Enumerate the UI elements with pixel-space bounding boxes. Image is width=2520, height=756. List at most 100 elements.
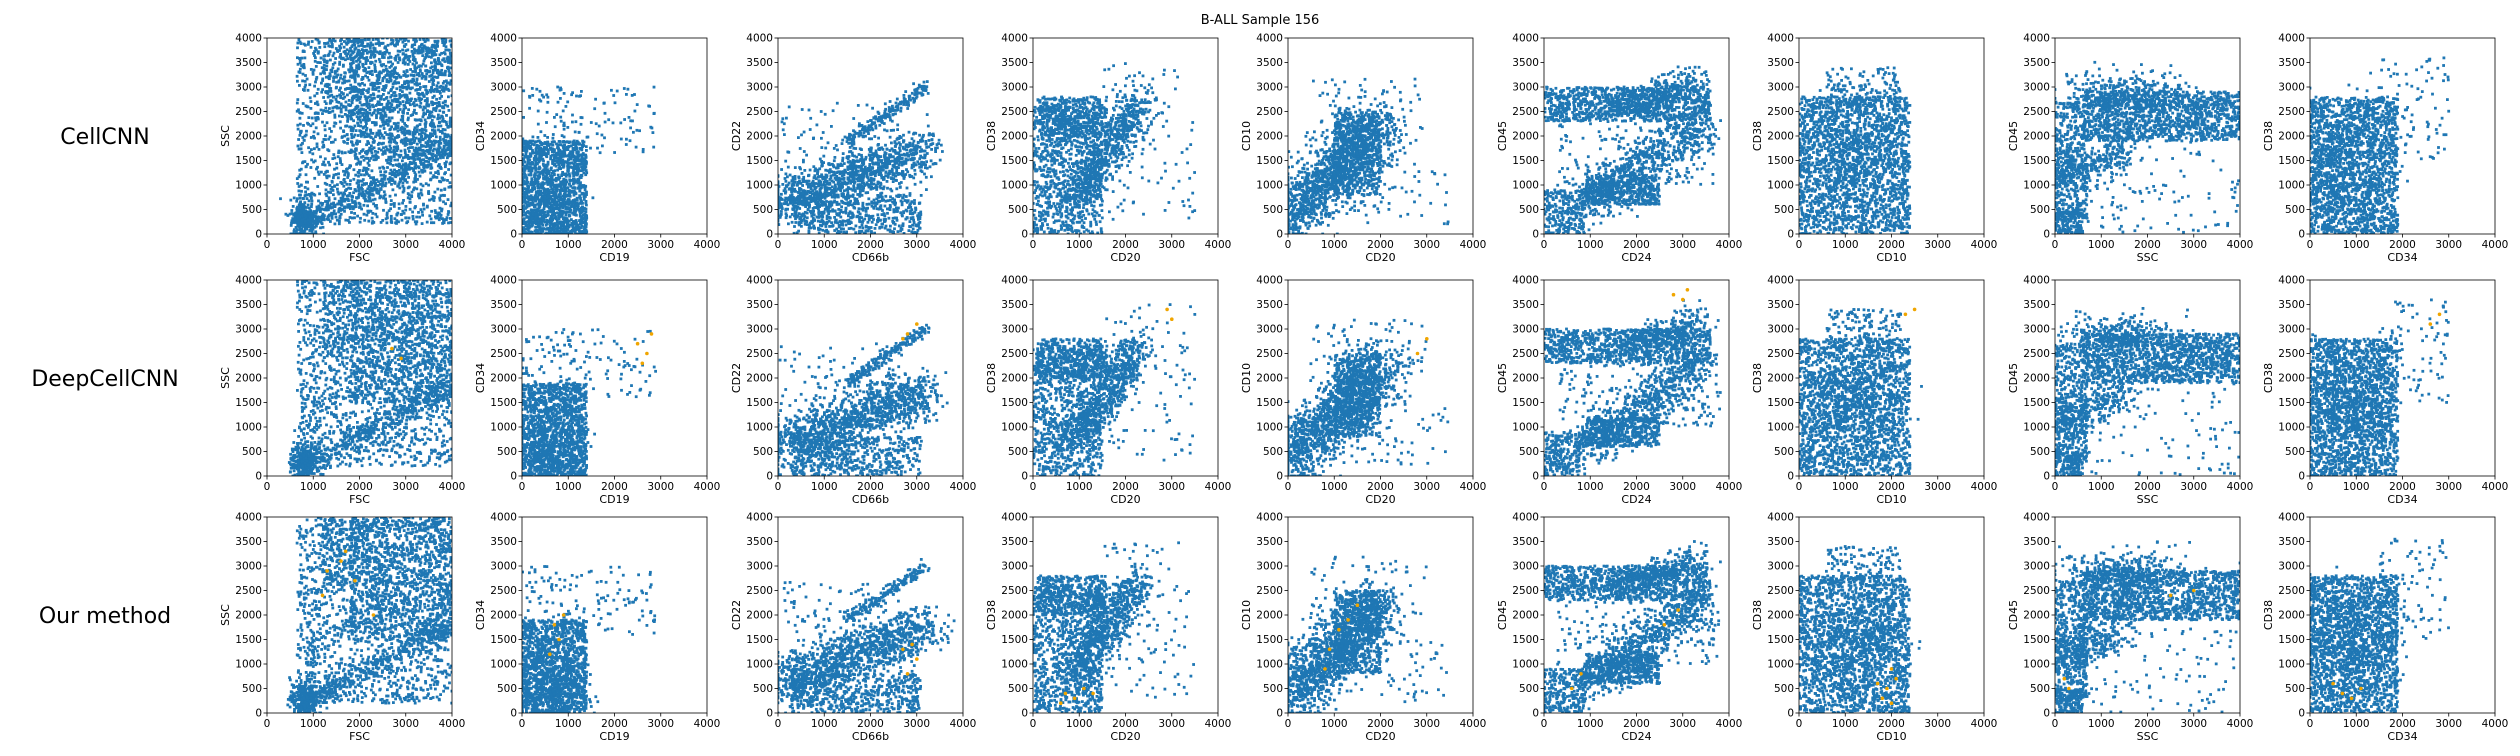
data-point — [318, 46, 321, 49]
data-point — [324, 164, 327, 167]
data-point — [358, 188, 361, 191]
data-point — [383, 195, 386, 198]
data-point — [375, 441, 378, 444]
data-point — [435, 423, 438, 426]
data-point — [412, 169, 415, 172]
data-point — [350, 133, 353, 136]
data-point — [388, 141, 391, 144]
data-point — [409, 449, 412, 452]
data-point — [427, 145, 430, 148]
data-point — [332, 193, 335, 196]
data-point — [378, 344, 381, 347]
data-point — [353, 168, 356, 171]
data-point — [401, 118, 404, 121]
data-point — [309, 96, 312, 99]
data-point — [409, 367, 412, 370]
data-point — [310, 159, 313, 162]
data-point — [334, 61, 337, 64]
data-point — [422, 63, 425, 66]
data-point — [346, 306, 349, 309]
data-point — [441, 105, 444, 108]
data-point — [380, 406, 383, 409]
data-point — [316, 362, 319, 365]
data-point — [417, 193, 420, 196]
data-point — [357, 458, 360, 461]
data-point — [364, 39, 367, 42]
data-point — [346, 362, 349, 365]
data-point — [340, 108, 343, 111]
data-point — [449, 82, 452, 85]
data-point — [323, 55, 326, 58]
data-point — [367, 117, 370, 120]
data-point — [333, 157, 336, 160]
data-point — [394, 91, 397, 94]
data-point — [334, 223, 337, 226]
data-point — [320, 109, 323, 112]
data-point — [402, 74, 405, 77]
data-point — [429, 158, 432, 161]
data-point — [394, 461, 397, 464]
data-point — [392, 350, 395, 353]
data-point — [449, 52, 452, 55]
data-point — [336, 425, 339, 428]
data-point — [389, 371, 392, 374]
data-point — [429, 144, 432, 147]
data-point — [422, 293, 425, 296]
data-point — [407, 40, 410, 43]
data-point — [309, 298, 312, 301]
data-point — [406, 80, 409, 83]
data-point — [433, 196, 436, 199]
data-point — [449, 40, 452, 43]
data-point — [422, 149, 425, 152]
data-point — [424, 137, 427, 140]
data-point — [361, 41, 364, 44]
data-point — [384, 383, 387, 386]
data-point — [298, 354, 301, 357]
data-point — [297, 128, 300, 131]
data-point — [422, 354, 425, 357]
data-point — [440, 52, 443, 55]
data-point — [341, 193, 344, 196]
data-point — [389, 379, 392, 382]
data-point — [339, 160, 342, 163]
data-point — [438, 61, 441, 64]
data-point — [324, 107, 327, 110]
data-point — [448, 89, 451, 92]
data-point — [424, 69, 427, 72]
data-point — [374, 150, 377, 153]
data-point — [439, 282, 442, 285]
data-point — [317, 88, 320, 91]
data-point — [358, 450, 361, 453]
data-point — [313, 387, 316, 390]
data-point — [430, 163, 433, 166]
data-point — [375, 437, 378, 440]
data-point — [371, 306, 374, 309]
data-point — [357, 90, 360, 93]
data-point — [430, 430, 433, 433]
data-point — [324, 128, 327, 131]
data-point — [358, 346, 361, 349]
data-point — [357, 134, 360, 137]
data-point — [417, 280, 420, 283]
data-point — [419, 141, 422, 144]
data-point — [390, 88, 393, 91]
data-point — [378, 74, 381, 77]
data-point — [368, 195, 371, 198]
data-point — [394, 128, 397, 131]
data-point — [309, 324, 312, 327]
data-point — [279, 197, 282, 200]
x-axis-label: FSC — [349, 251, 370, 264]
data-point — [290, 224, 293, 227]
data-point — [393, 440, 396, 443]
data-point — [313, 378, 316, 381]
data-point — [346, 328, 349, 331]
data-point — [419, 70, 422, 73]
data-point — [331, 186, 334, 189]
data-point — [428, 47, 431, 50]
data-point — [413, 159, 416, 162]
data-point — [437, 172, 440, 175]
data-point — [445, 84, 448, 87]
data-point — [363, 213, 366, 216]
data-point — [309, 294, 312, 297]
data-point — [420, 119, 423, 122]
